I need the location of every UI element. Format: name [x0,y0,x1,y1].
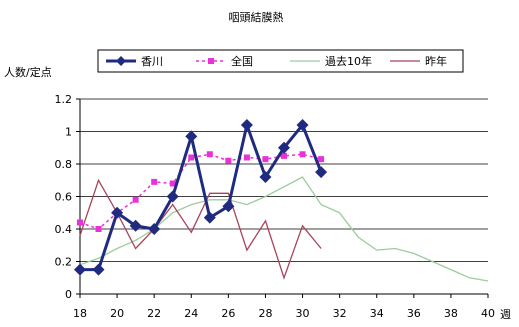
x-tick-label: 18 [73,307,87,320]
data-point [111,206,124,219]
y-tick-label: 0.6 [55,191,73,204]
data-point [225,157,232,164]
data-point [151,178,158,185]
data-point [203,211,216,224]
legend-label: 香川 [141,55,163,68]
data-point [77,219,83,226]
x-tick-label: 34 [370,307,384,320]
legend-marker [208,58,214,64]
data-point [132,196,139,203]
y-tick-label: 0.2 [55,256,73,269]
data-point [95,226,102,232]
data-point [315,166,328,179]
x-tick-label: 28 [258,307,272,320]
x-tick-label: 24 [184,307,198,320]
data-point [74,263,86,276]
data-point [259,171,272,183]
legend-label: 昨年 [425,54,447,68]
data-point [278,141,290,154]
data-point [281,152,287,159]
y-tick-label: 0.8 [55,158,73,171]
data-point [148,223,161,235]
y-tick-label: 1 [65,126,72,139]
series-line-3 [79,178,322,280]
legend-label: 過去10年 [325,54,372,68]
series-line-2 [79,176,489,282]
legend: 香川 全国 過去10年 昨年 [106,54,447,68]
x-tick-label: 30 [296,307,310,320]
data-point [243,154,250,161]
data-point [240,119,253,131]
x-tick-label: 40 [481,307,495,320]
x-axis-label: 週 [500,308,511,321]
series-layer [74,119,489,282]
x-tick-label: 32 [333,307,347,320]
y-axis-label: 人数/定点 [4,65,52,79]
x-tick-label: 22 [147,307,161,320]
data-point [166,190,179,203]
data-point [185,130,198,143]
x-tick-label: 36 [407,307,421,320]
legend-box [97,49,464,73]
data-point [318,156,325,163]
data-point [206,151,213,158]
data-point [188,154,195,161]
chart-title: 咽頭結膜熱 [229,10,284,24]
y-tick-label: 1.2 [55,93,73,106]
data-point [222,200,235,213]
legend-label: 全国 [231,54,253,68]
data-point [299,151,306,158]
data-point [92,263,105,276]
legend-marker [116,56,126,66]
data-point [296,119,309,131]
data-point [169,180,176,187]
x-tick-label: 20 [110,307,124,320]
data-point [129,219,142,232]
axes: 0 0.2 0.4 0.6 0.8 1 1.2 18 20 22 24 26 28 30 32 34 36 38 4… [55,93,496,320]
data-point [262,156,269,163]
y-tick-label: 0 [65,288,72,301]
x-tick-label: 38 [444,307,458,320]
x-tick-label: 26 [221,307,235,320]
y-tick-label: 0.4 [55,223,73,236]
